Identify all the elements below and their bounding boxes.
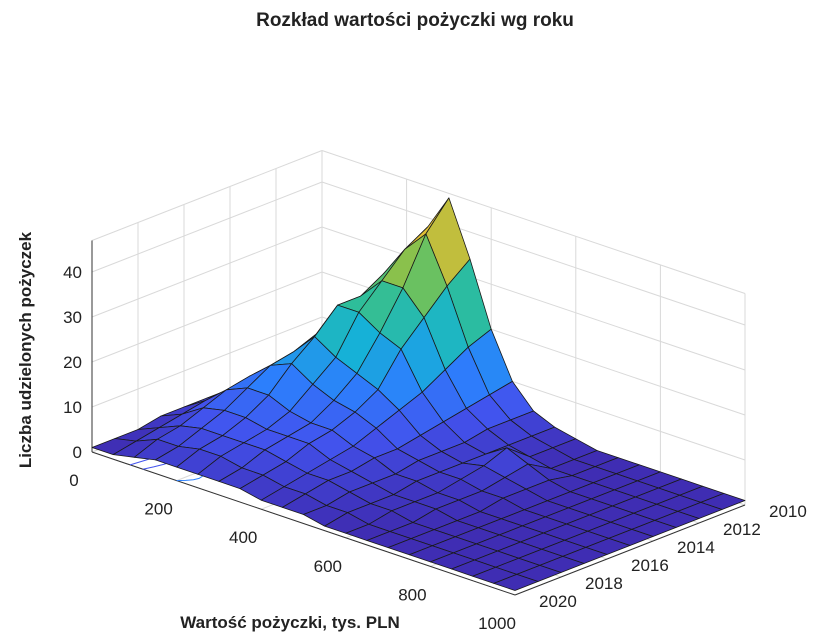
- left-wall-grid-line: [91, 316, 323, 408]
- x-tick-label: 400: [229, 528, 257, 547]
- z-tick-labels: 0 10 20 30 40: [63, 263, 82, 462]
- z-tick-label: 40: [63, 263, 82, 282]
- x-tick-label: 800: [398, 585, 426, 604]
- y-tick-labels: 2010 2012 2014 2016 2018 2020: [539, 502, 807, 611]
- y-axis-line: [514, 504, 746, 596]
- axis-walls: [91, 150, 746, 596]
- back-wall-edge: [321, 150, 746, 294]
- surface-mesh: [91, 197, 746, 591]
- y-tick-label: 2014: [677, 538, 715, 557]
- left-wall-edge: [91, 150, 323, 241]
- left-wall-grid-line: [91, 226, 323, 318]
- y-tick-label: 2020: [539, 592, 577, 611]
- y-tick-label: 2016: [631, 556, 669, 575]
- x-tick-label: 1000: [478, 614, 516, 633]
- x-tick-label: 600: [314, 557, 342, 576]
- left-wall-grid-line: [91, 271, 323, 363]
- y-tick-label: 2018: [585, 574, 623, 593]
- back-wall-grid-line: [321, 181, 746, 326]
- chart-title: Rozkład wartości pożyczki wg roku: [256, 10, 574, 31]
- x-tick-labels: 0 200 400 600 800 1000: [69, 471, 516, 633]
- back-wall-grid-line: [321, 226, 746, 371]
- x-tick-label: 200: [144, 500, 172, 519]
- y-tick-label: 2010: [769, 502, 807, 521]
- x-axis-label: Wartość pożyczki, tys. PLN: [180, 613, 399, 632]
- y-tick-label: 2012: [723, 520, 761, 539]
- surface-patch: [493, 574, 539, 591]
- z-tick-label: 0: [73, 443, 82, 462]
- z-axis-label: Liczba udzielonych pożyczek: [16, 231, 35, 468]
- z-tick-label: 30: [63, 308, 82, 327]
- left-wall-grid-line: [91, 181, 323, 273]
- x-tick-label: 0: [69, 471, 78, 490]
- x-axis-line: [91, 451, 516, 596]
- z-tick-label: 10: [63, 398, 82, 417]
- z-tick-label: 20: [63, 353, 82, 372]
